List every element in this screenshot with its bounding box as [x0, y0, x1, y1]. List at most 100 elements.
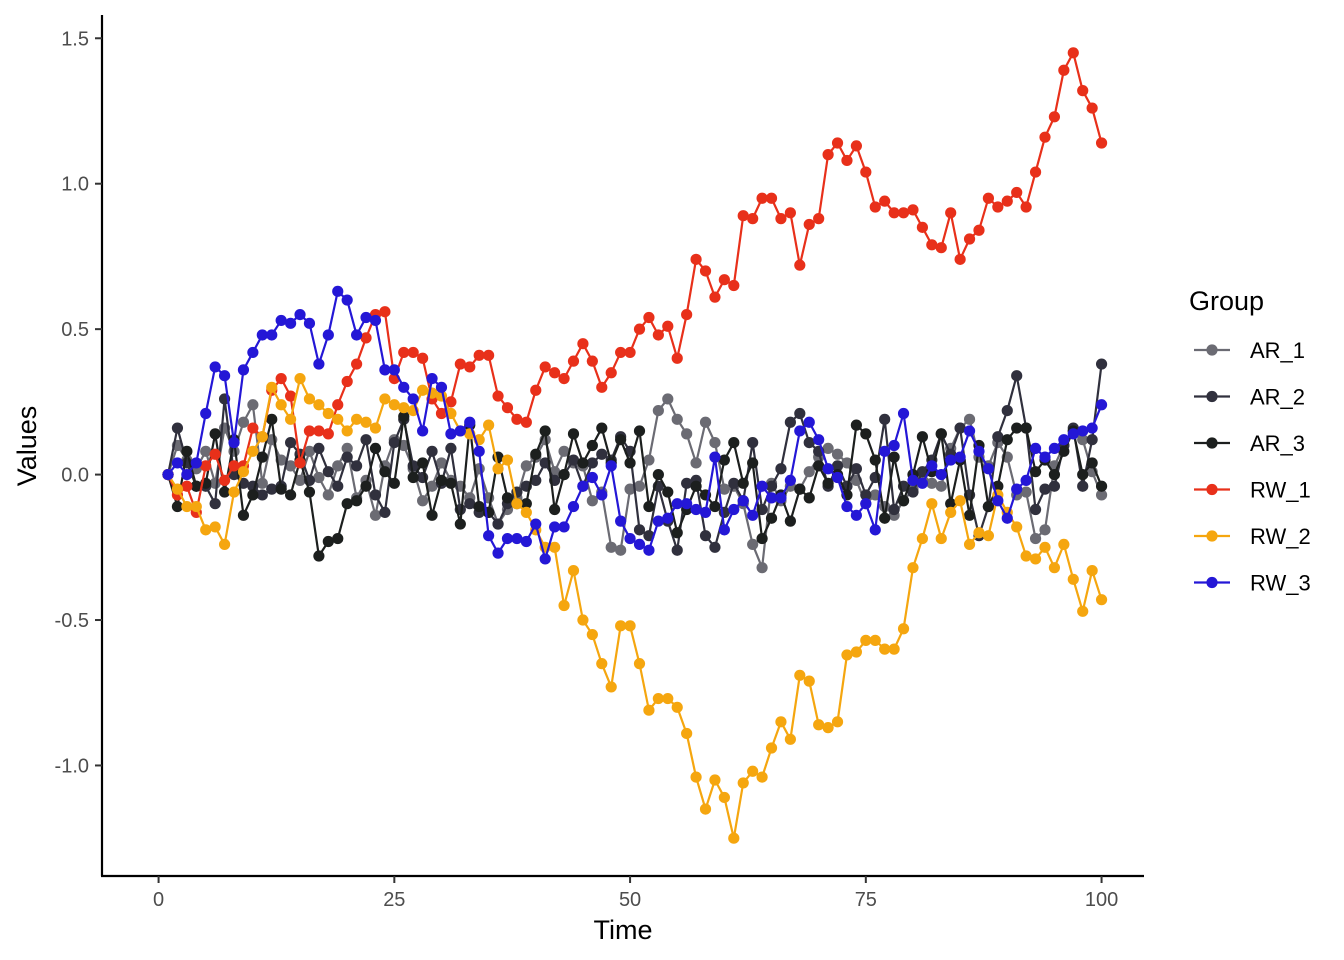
- data-point: [690, 457, 702, 469]
- data-point: [285, 460, 297, 472]
- data-point: [332, 413, 344, 425]
- data-point: [737, 495, 749, 507]
- data-point: [511, 413, 523, 425]
- data-point: [171, 422, 184, 434]
- data-point: [483, 419, 495, 431]
- data-point: [1020, 486, 1032, 498]
- data-point: [294, 474, 306, 487]
- data-point: [963, 425, 976, 437]
- legend-label: RW_1: [1250, 478, 1311, 503]
- data-point: [379, 466, 391, 478]
- data-point: [549, 503, 561, 516]
- data-point: [963, 538, 976, 551]
- data-point: [360, 416, 372, 428]
- data-point: [473, 500, 485, 513]
- data-point: [558, 373, 570, 385]
- data-point: [379, 393, 391, 405]
- data-point: [794, 259, 806, 271]
- data-point: [567, 564, 580, 577]
- data-point: [1048, 480, 1061, 492]
- data-point: [671, 413, 683, 425]
- data-point: [1048, 468, 1061, 481]
- data-point: [435, 457, 448, 469]
- data-point: [586, 355, 598, 367]
- data-point: [1039, 451, 1051, 463]
- data-point: [633, 538, 646, 551]
- legend-label: RW_2: [1250, 524, 1311, 549]
- data-point: [454, 518, 466, 530]
- data-point: [765, 192, 778, 204]
- data-point: [596, 381, 608, 393]
- data-point: [586, 439, 598, 452]
- data-point: [775, 463, 787, 475]
- data-point: [765, 492, 778, 504]
- data-point: [954, 451, 966, 463]
- data-point: [1039, 541, 1051, 553]
- data-point: [681, 309, 693, 321]
- ticks-layer: 0 25 50 75 100 1.5 1.0 0.5 0.0 -0.5 -1.0: [55, 28, 1119, 911]
- data-point: [549, 367, 561, 379]
- series-line: [167, 377, 1103, 840]
- data-point: [407, 346, 419, 359]
- data-point: [963, 413, 976, 425]
- data-point: [605, 541, 617, 553]
- data-point: [728, 436, 740, 449]
- data-point: [756, 562, 768, 574]
- data-point: [747, 213, 759, 225]
- data-point: [747, 436, 759, 449]
- data-point: [1020, 550, 1032, 562]
- data-point: [992, 495, 1004, 507]
- data-point: [907, 562, 919, 574]
- data-point: [294, 309, 306, 321]
- data-point: [775, 213, 787, 225]
- data-point: [369, 489, 382, 501]
- data-point: [850, 509, 862, 521]
- data-point: [992, 431, 1004, 443]
- data-point: [699, 803, 712, 815]
- data-point: [897, 407, 910, 420]
- x-tick-label: 50: [619, 889, 641, 911]
- data-point: [803, 436, 815, 449]
- data-point: [454, 425, 466, 437]
- data-point: [200, 407, 212, 420]
- data-point: [1011, 521, 1023, 533]
- data-point: [831, 448, 844, 460]
- data-point: [200, 445, 212, 457]
- data-point: [1077, 605, 1089, 617]
- legend-item: RW_1: [1194, 478, 1311, 503]
- data-point: [1077, 425, 1089, 437]
- data-point: [435, 381, 448, 393]
- data-point: [737, 477, 749, 489]
- data-point: [539, 361, 551, 373]
- data-point: [558, 468, 570, 481]
- data-point: [945, 454, 957, 466]
- data-point: [1086, 564, 1098, 577]
- data-point: [567, 454, 580, 466]
- data-point: [256, 451, 268, 463]
- data-point: [1029, 532, 1042, 545]
- data-point: [831, 716, 844, 728]
- data-point: [294, 457, 306, 469]
- data-point: [520, 498, 532, 510]
- data-point: [831, 471, 844, 484]
- data-point: [501, 402, 514, 414]
- x-tick-label: 100: [1085, 889, 1118, 911]
- data-point: [954, 253, 966, 265]
- data-point: [285, 436, 297, 449]
- data-point: [643, 704, 655, 716]
- data-point: [765, 512, 778, 524]
- legend-label: AR_3: [1250, 431, 1305, 456]
- data-point: [1077, 85, 1089, 97]
- data-point: [1029, 466, 1042, 478]
- data-point: [879, 512, 891, 524]
- data-point: [426, 445, 438, 457]
- data-point: [266, 483, 278, 495]
- data-point: [426, 480, 438, 492]
- data-point: [756, 532, 768, 545]
- data-point: [633, 480, 646, 492]
- data-point: [351, 413, 363, 425]
- data-point: [379, 306, 391, 318]
- data-point: [860, 498, 872, 510]
- data-point: [483, 530, 495, 542]
- data-point: [963, 233, 976, 245]
